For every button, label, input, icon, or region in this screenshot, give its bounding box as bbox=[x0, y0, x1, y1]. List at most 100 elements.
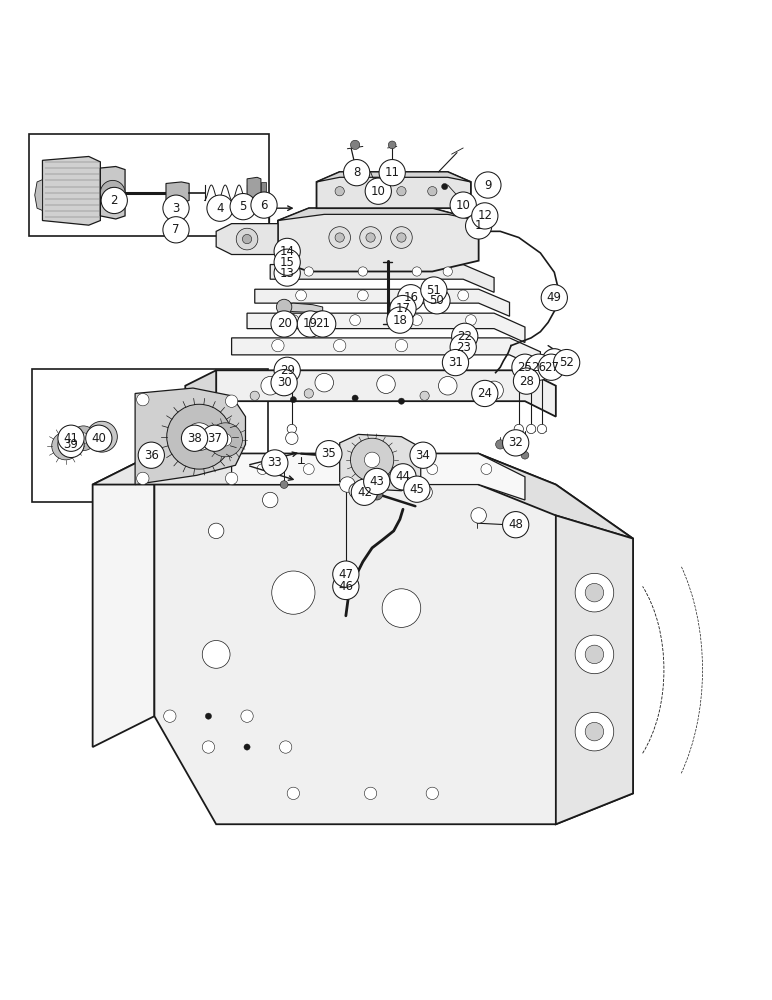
Circle shape bbox=[496, 440, 505, 449]
Circle shape bbox=[296, 290, 306, 301]
Circle shape bbox=[390, 464, 416, 490]
Circle shape bbox=[71, 426, 96, 451]
Circle shape bbox=[274, 249, 300, 275]
Circle shape bbox=[521, 451, 529, 459]
Circle shape bbox=[350, 140, 360, 150]
Circle shape bbox=[542, 349, 567, 373]
Circle shape bbox=[164, 710, 176, 722]
Circle shape bbox=[271, 311, 297, 337]
Circle shape bbox=[458, 290, 469, 301]
Circle shape bbox=[316, 441, 342, 467]
Circle shape bbox=[262, 492, 278, 508]
Text: 11: 11 bbox=[384, 166, 400, 179]
Circle shape bbox=[382, 589, 421, 627]
Circle shape bbox=[207, 195, 233, 221]
Circle shape bbox=[364, 787, 377, 800]
Text: 3: 3 bbox=[172, 202, 180, 215]
Circle shape bbox=[426, 787, 438, 800]
Text: 17: 17 bbox=[395, 302, 411, 315]
Circle shape bbox=[205, 713, 212, 719]
Circle shape bbox=[225, 472, 238, 485]
Polygon shape bbox=[278, 303, 323, 312]
Circle shape bbox=[366, 187, 375, 196]
Text: 4: 4 bbox=[216, 202, 224, 215]
Circle shape bbox=[193, 431, 205, 443]
Text: 51: 51 bbox=[426, 284, 442, 297]
Circle shape bbox=[304, 389, 313, 398]
Polygon shape bbox=[317, 172, 471, 208]
Text: 1: 1 bbox=[475, 219, 482, 232]
Circle shape bbox=[420, 391, 429, 400]
Circle shape bbox=[466, 213, 492, 239]
Circle shape bbox=[427, 464, 438, 475]
Circle shape bbox=[60, 441, 71, 451]
Circle shape bbox=[526, 354, 552, 380]
Circle shape bbox=[261, 376, 279, 395]
Text: 2: 2 bbox=[110, 194, 118, 207]
Text: 48: 48 bbox=[508, 518, 523, 531]
Circle shape bbox=[58, 431, 84, 458]
Circle shape bbox=[472, 380, 498, 407]
Text: 47: 47 bbox=[338, 568, 354, 581]
Circle shape bbox=[58, 425, 84, 451]
Circle shape bbox=[202, 641, 230, 668]
Polygon shape bbox=[100, 166, 125, 219]
Circle shape bbox=[474, 393, 483, 403]
Circle shape bbox=[287, 424, 296, 434]
Circle shape bbox=[575, 712, 614, 751]
Circle shape bbox=[95, 430, 109, 444]
Circle shape bbox=[340, 580, 351, 590]
Polygon shape bbox=[261, 182, 266, 202]
Polygon shape bbox=[255, 289, 510, 316]
Polygon shape bbox=[479, 454, 633, 539]
Circle shape bbox=[365, 178, 391, 204]
Text: 16: 16 bbox=[403, 291, 418, 304]
Circle shape bbox=[387, 307, 413, 333]
Text: 25: 25 bbox=[517, 361, 533, 374]
Circle shape bbox=[100, 180, 125, 205]
Circle shape bbox=[442, 183, 448, 190]
Circle shape bbox=[404, 476, 430, 502]
Polygon shape bbox=[278, 208, 479, 271]
Circle shape bbox=[274, 238, 300, 265]
Bar bbox=[29, 134, 269, 236]
Text: 5: 5 bbox=[239, 200, 247, 213]
Circle shape bbox=[335, 233, 344, 242]
Circle shape bbox=[274, 357, 300, 383]
Text: 44: 44 bbox=[395, 470, 411, 483]
Circle shape bbox=[395, 339, 408, 352]
Circle shape bbox=[377, 375, 395, 393]
Circle shape bbox=[472, 203, 498, 229]
Circle shape bbox=[398, 398, 405, 404]
Circle shape bbox=[349, 483, 364, 498]
Circle shape bbox=[236, 228, 258, 250]
Circle shape bbox=[329, 227, 350, 248]
Polygon shape bbox=[35, 180, 42, 211]
Circle shape bbox=[485, 381, 503, 400]
Circle shape bbox=[379, 160, 405, 186]
Text: 46: 46 bbox=[338, 580, 354, 593]
Text: 24: 24 bbox=[477, 387, 493, 400]
Circle shape bbox=[272, 339, 284, 352]
Circle shape bbox=[575, 635, 614, 674]
Circle shape bbox=[350, 438, 394, 481]
Circle shape bbox=[503, 430, 529, 456]
Circle shape bbox=[513, 368, 540, 394]
Circle shape bbox=[471, 508, 486, 523]
Circle shape bbox=[86, 421, 117, 452]
Circle shape bbox=[107, 187, 118, 198]
Circle shape bbox=[333, 573, 359, 600]
Circle shape bbox=[287, 787, 300, 800]
Circle shape bbox=[288, 315, 299, 326]
Circle shape bbox=[230, 194, 256, 220]
Circle shape bbox=[514, 424, 523, 434]
Circle shape bbox=[443, 267, 452, 276]
Text: 33: 33 bbox=[267, 456, 283, 469]
Text: 31: 31 bbox=[448, 356, 463, 369]
Circle shape bbox=[262, 450, 288, 476]
Polygon shape bbox=[270, 265, 494, 292]
Circle shape bbox=[365, 464, 376, 475]
Circle shape bbox=[167, 404, 232, 469]
Polygon shape bbox=[42, 156, 100, 225]
Circle shape bbox=[208, 523, 224, 539]
